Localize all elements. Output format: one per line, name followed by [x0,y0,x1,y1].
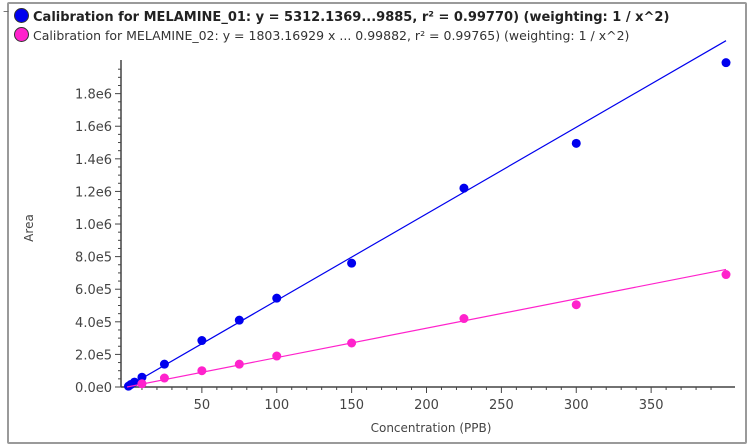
y-tick-label: 6.0e5 [75,283,112,298]
data-point-1 [459,183,469,193]
y-axis-label: Area [22,214,36,242]
y-tick-label: 4.0e5 [75,316,112,331]
x-tick-label: 100 [264,398,289,413]
y-tick-label: 1.6e6 [75,120,112,135]
x-tick-label: 350 [639,398,664,413]
data-point-2 [459,314,469,324]
legend-label: Calibration for MELAMINE_01: y = 5312.13… [33,10,670,25]
data-point-1 [197,336,207,346]
x-tick-label: 200 [414,398,439,413]
data-point-2 [721,270,731,280]
data-point-2 [197,366,207,376]
legend-label: Calibration for MELAMINE_02: y = 1803.16… [33,28,630,43]
data-point-2 [571,300,581,310]
data-point-1 [721,58,731,68]
series-marker-icon [14,27,29,42]
y-tick-label: 0.0e0 [75,381,112,396]
y-tick-label: 2.0e5 [75,348,112,363]
data-point-2 [347,338,357,348]
data-point-2 [272,351,282,361]
legend-item-melamine-02[interactable]: Calibration for MELAMINE_02: y = 1803.16… [14,27,629,43]
data-point-1 [234,315,244,325]
y-tick-label: 1.0e6 [75,218,112,233]
y-tick-label: 1.2e6 [75,185,112,200]
y-tick-label: 8.0e5 [75,251,112,266]
y-tick-label: 1.8e6 [75,88,112,103]
data-point-2 [234,359,244,369]
data-point-2 [159,373,169,383]
fit-line-2 [126,268,727,388]
series-marker-icon [14,8,29,23]
data-point-1 [272,293,282,303]
fit-line-1 [126,40,727,388]
x-tick-label: 150 [339,398,364,413]
data-point-2 [137,379,147,389]
x-tick-label: 300 [564,398,589,413]
chart-frame [7,2,747,444]
data-point-1 [571,138,581,148]
data-point-1 [129,377,139,387]
minus-icon[interactable]: – [3,4,9,18]
data-point-1 [347,258,357,268]
data-point-1 [159,359,169,369]
legend-item-melamine-01[interactable]: Calibration for MELAMINE_01: y = 5312.13… [14,8,669,25]
y-tick-label: 1.4e6 [75,153,112,168]
x-tick-label: 50 [194,398,211,413]
x-tick-label: 250 [489,398,514,413]
data-point-1 [137,372,147,382]
x-axis-label: Concentration (PPB) [371,421,492,435]
